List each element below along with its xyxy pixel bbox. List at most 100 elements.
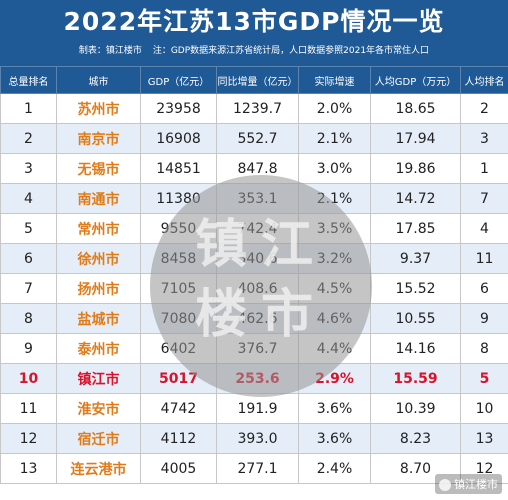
table-row: 6 徐州市 8458 340.6 3.2% 9.37 11 <box>0 243 508 274</box>
table-header-banner: 2022年江苏13市GDP情况一览 制表：镇江楼市 注：GDP数据来源江苏省统计… <box>0 0 508 66</box>
cell-increase: 253.6 <box>216 363 299 394</box>
table-row: 10 镇江市 5017 253.6 2.9% 15.59 5 <box>0 363 508 394</box>
cell-rank: 4 <box>0 183 57 214</box>
cell-per-capita: 17.94 <box>370 123 461 154</box>
cell-increase: 1239.7 <box>216 93 299 124</box>
cell-growth: 3.5% <box>298 213 371 244</box>
cell-gdp: 11380 <box>140 183 217 214</box>
cell-per-capita: 10.39 <box>370 393 461 424</box>
source-note: 注：GDP数据来源江苏省统计局，人口数据参照2021年各市常住人口 <box>152 46 430 56</box>
cell-gdp: 6402 <box>140 333 217 364</box>
cell-gdp: 5017 <box>140 363 217 394</box>
cell-per-capita: 19.86 <box>370 153 461 184</box>
cell-gdp: 14851 <box>140 153 217 184</box>
cell-per-rank: 9 <box>460 303 508 334</box>
cell-growth: 2.1% <box>298 183 371 214</box>
cell-per-rank: 11 <box>460 243 508 274</box>
table-row: 7 扬州市 7105 408.6 4.5% 15.52 6 <box>0 273 508 304</box>
table-row: 4 南通市 11380 353.1 2.1% 14.72 7 <box>0 183 508 214</box>
cell-city: 盐城市 <box>56 303 141 334</box>
column-header-row: 总量排名 城市 GDP（亿元） 同比增量（亿元） 实际增速 人均GDP（万元） … <box>0 66 508 94</box>
cell-increase: 353.1 <box>216 183 299 214</box>
cell-growth: 3.2% <box>298 243 371 274</box>
table-row: 13 连云港市 4005 277.1 2.4% 8.70 12 <box>0 453 508 484</box>
cell-increase: 552.7 <box>216 123 299 154</box>
cell-per-rank: 6 <box>460 273 508 304</box>
cell-increase: 847.8 <box>216 153 299 184</box>
table-row: 11 淮安市 4742 191.9 3.6% 10.39 10 <box>0 393 508 424</box>
cell-per-capita: 10.55 <box>370 303 461 334</box>
gdp-table: 总量排名 城市 GDP（亿元） 同比增量（亿元） 实际增速 人均GDP（万元） … <box>0 66 508 484</box>
cell-city: 淮安市 <box>56 393 141 424</box>
subtitle-note: 制表：镇江楼市 注：GDP数据来源江苏省统计局，人口数据参照2021年各市常住人… <box>0 44 508 58</box>
cell-rank: 8 <box>0 303 57 334</box>
cell-per-capita: 8.23 <box>370 423 461 454</box>
cell-rank: 12 <box>0 423 57 454</box>
cell-city: 徐州市 <box>56 243 141 274</box>
cell-growth: 4.6% <box>298 303 371 334</box>
cell-gdp: 4005 <box>140 453 217 484</box>
table-row: 1 苏州市 23958 1239.7 2.0% 18.65 2 <box>0 93 508 124</box>
cell-increase: 191.9 <box>216 393 299 424</box>
table-row: 5 常州市 9550 742.4 3.5% 17.85 4 <box>0 213 508 244</box>
table-row: 2 南京市 16908 552.7 2.1% 17.94 3 <box>0 123 508 154</box>
cell-per-rank: 5 <box>460 363 508 394</box>
cell-per-capita: 14.16 <box>370 333 461 364</box>
column-header-city: 城市 <box>56 66 141 94</box>
cell-gdp: 23958 <box>140 93 217 124</box>
cell-increase: 393.0 <box>216 423 299 454</box>
column-header-gdp: GDP（亿元） <box>140 66 217 94</box>
cell-city: 无锡市 <box>56 153 141 184</box>
cell-city: 南通市 <box>56 183 141 214</box>
cell-growth: 3.6% <box>298 393 371 424</box>
cell-city: 常州市 <box>56 213 141 244</box>
cell-gdp: 7080 <box>140 303 217 334</box>
cell-increase: 340.6 <box>216 243 299 274</box>
column-header-rank: 总量排名 <box>0 66 57 94</box>
cell-per-rank: 4 <box>460 213 508 244</box>
cell-per-rank: 10 <box>460 393 508 424</box>
cell-increase: 408.6 <box>216 273 299 304</box>
cell-city: 连云港市 <box>56 453 141 484</box>
cell-increase: 462.6 <box>216 303 299 334</box>
cell-per-capita: 15.59 <box>370 363 461 394</box>
cell-per-capita: 9.37 <box>370 243 461 274</box>
cell-per-capita: 18.65 <box>370 93 461 124</box>
column-header-per-capita: 人均GDP（万元） <box>370 66 461 94</box>
cell-rank: 10 <box>0 363 57 394</box>
maker-label: 制表：镇江楼市 <box>78 46 142 56</box>
corner-watermark-text: 镇江楼市 <box>454 478 498 491</box>
column-header-increase: 同比增量（亿元） <box>216 66 299 94</box>
cell-city: 南京市 <box>56 123 141 154</box>
cell-growth: 3.0% <box>298 153 371 184</box>
cell-rank: 9 <box>0 333 57 364</box>
cell-city: 苏州市 <box>56 93 141 124</box>
cell-increase: 376.7 <box>216 333 299 364</box>
cell-rank: 2 <box>0 123 57 154</box>
cell-per-capita: 8.70 <box>370 453 461 484</box>
cell-growth: 2.4% <box>298 453 371 484</box>
cell-growth: 4.5% <box>298 273 371 304</box>
cell-rank: 7 <box>0 273 57 304</box>
table-row: 3 无锡市 14851 847.8 3.0% 19.86 1 <box>0 153 508 184</box>
column-header-per-rank: 人均排名 <box>460 66 508 94</box>
cell-increase: 742.4 <box>216 213 299 244</box>
cell-per-capita: 15.52 <box>370 273 461 304</box>
cell-increase: 277.1 <box>216 453 299 484</box>
cell-city: 泰州市 <box>56 333 141 364</box>
page-title: 2022年江苏13市GDP情况一览 <box>63 7 445 36</box>
cell-per-capita: 17.85 <box>370 213 461 244</box>
cell-rank: 11 <box>0 393 57 424</box>
cell-growth: 2.1% <box>298 123 371 154</box>
cell-gdp: 7105 <box>140 273 217 304</box>
cell-rank: 3 <box>0 153 57 184</box>
cell-gdp: 4112 <box>140 423 217 454</box>
cell-growth: 2.0% <box>298 93 371 124</box>
cell-gdp: 4742 <box>140 393 217 424</box>
cell-per-rank: 1 <box>460 153 508 184</box>
cell-city: 扬州市 <box>56 273 141 304</box>
cell-growth: 2.9% <box>298 363 371 394</box>
cell-rank: 6 <box>0 243 57 274</box>
cell-growth: 3.6% <box>298 423 371 454</box>
cell-gdp: 9550 <box>140 213 217 244</box>
